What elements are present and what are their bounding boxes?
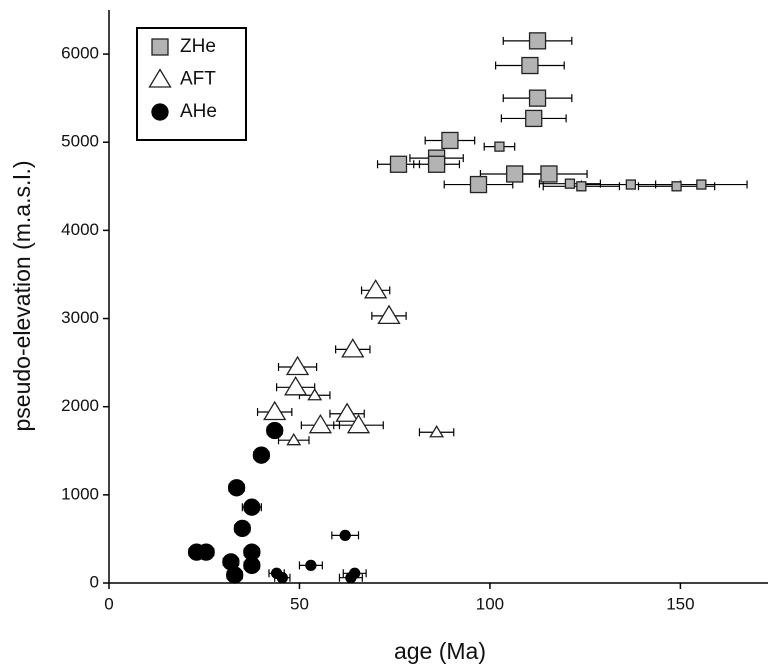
point (286, 432, 302, 446)
point (696, 179, 707, 190)
legend-label: AFT (180, 69, 216, 90)
point (441, 131, 459, 150)
point (307, 387, 323, 401)
legend-label: ZHe (180, 36, 216, 57)
point (427, 155, 446, 173)
point (308, 413, 333, 434)
point (429, 424, 445, 438)
y-tick-label: 6000 (61, 44, 99, 63)
point (197, 543, 215, 561)
y-tick-label: 3000 (61, 308, 99, 327)
point (305, 559, 317, 572)
x-tick-label: 50 (290, 594, 309, 613)
x-tick-label: 150 (666, 594, 694, 613)
point (494, 141, 505, 152)
point (625, 179, 637, 190)
point (266, 421, 284, 440)
point (389, 155, 408, 173)
y-tick-label: 5000 (61, 132, 99, 151)
legend-marker (151, 38, 169, 56)
point (263, 400, 287, 421)
point (345, 572, 357, 584)
point (576, 181, 587, 192)
point (252, 446, 271, 464)
y-tick-label: 4000 (61, 220, 99, 239)
x-tick-label: 100 (476, 594, 504, 613)
point (671, 181, 682, 192)
legend-marker (151, 103, 169, 121)
point (363, 279, 388, 299)
point (226, 566, 244, 584)
point (243, 498, 261, 516)
x-tick-label: 0 (104, 594, 113, 613)
point (243, 556, 261, 575)
point (346, 413, 371, 434)
y-axis-title: pseudo-elevation (m.a.s.l.) (9, 160, 35, 431)
point (564, 178, 576, 189)
point (377, 304, 401, 325)
point (521, 56, 539, 75)
x-axis-title: age (Ma) (394, 638, 486, 664)
point (528, 89, 547, 107)
point (528, 32, 547, 50)
point (525, 109, 543, 128)
point (540, 165, 558, 183)
legend-label: AHe (180, 101, 217, 122)
point (284, 376, 308, 396)
point (339, 529, 351, 542)
y-tick-label: 1000 (61, 484, 99, 503)
point (506, 165, 524, 183)
point (335, 402, 359, 422)
point (341, 338, 365, 358)
point (233, 519, 251, 537)
point (285, 355, 310, 376)
point (276, 572, 288, 584)
point (227, 479, 246, 497)
legend-marker (148, 68, 172, 88)
point (469, 175, 488, 194)
y-tick-label: 0 (90, 572, 99, 591)
y-tick-label: 2000 (61, 396, 99, 415)
